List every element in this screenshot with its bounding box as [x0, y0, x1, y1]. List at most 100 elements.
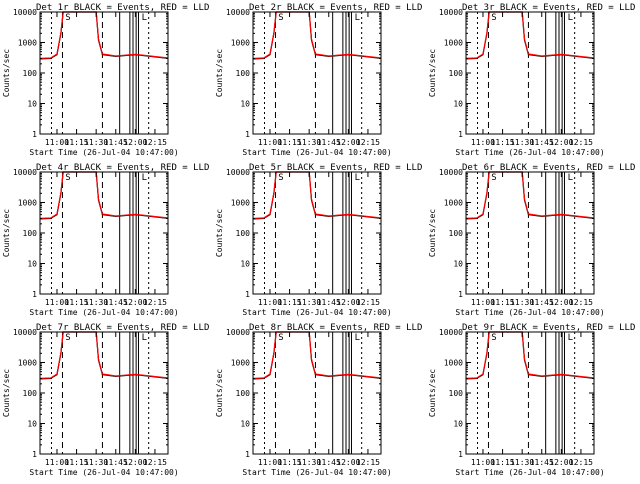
- marker-label: L: [568, 173, 573, 183]
- y-tick-label: 10000: [439, 8, 463, 17]
- x-tick-label: 11:00: [471, 298, 495, 307]
- x-tick-label: 11:15: [491, 458, 515, 467]
- x-axis-label: Start Time (26-Jul-04 10:47:00): [242, 468, 391, 477]
- panel-title: Det 6r BLACK = Events, RED = LLD: [462, 163, 635, 173]
- x-axis-label: Start Time (26-Jul-04 10:47:00): [455, 468, 604, 477]
- panel-3: S L10000100010010111:0011:1511:3011:4512:…: [428, 3, 635, 157]
- events-line: [252, 11, 382, 60]
- marker-label: S: [278, 333, 283, 343]
- y-tick-label: 10: [240, 260, 250, 269]
- y-tick-label: 1000: [444, 39, 463, 48]
- marker-label: L: [568, 333, 573, 343]
- y-tick-label: 10: [240, 420, 250, 429]
- x-tick-label: 12:15: [143, 138, 167, 147]
- y-tick-label: 100: [23, 69, 38, 78]
- x-tick-label: 11:30: [510, 138, 534, 147]
- y-axis-label: Counts/sec: [2, 49, 11, 97]
- x-tick-label: 12:15: [356, 298, 380, 307]
- x-tick-label: 11:15: [491, 298, 515, 307]
- panel-title: Det 8r BLACK = Events, RED = LLD: [249, 323, 422, 333]
- x-tick-label: 11:00: [45, 138, 69, 147]
- y-tick-label: 10000: [226, 8, 250, 17]
- y-tick-label: 10: [27, 100, 37, 109]
- x-tick-label: 11:45: [317, 458, 341, 467]
- y-tick-label: 1000: [444, 359, 463, 368]
- x-tick-label: 11:45: [104, 138, 128, 147]
- y-tick-label: 1000: [18, 199, 37, 208]
- x-tick-label: 12:15: [143, 458, 167, 467]
- x-tick-label: 11:30: [510, 298, 534, 307]
- y-axis-label: Counts/sec: [2, 369, 11, 417]
- marker-label: S: [491, 333, 496, 343]
- y-tick-label: 1000: [444, 199, 463, 208]
- x-tick-label: 12:00: [549, 298, 573, 307]
- y-tick-label: 10000: [13, 168, 37, 177]
- panel-title: Det 3r BLACK = Events, RED = LLD: [462, 3, 635, 13]
- y-axis-label: Counts/sec: [215, 49, 224, 97]
- x-tick-label: 11:45: [317, 298, 341, 307]
- marker-label: L: [142, 13, 147, 23]
- y-tick-label: 10000: [13, 8, 37, 17]
- x-tick-label: 12:15: [356, 458, 380, 467]
- y-tick-label: 100: [236, 229, 251, 238]
- y-tick-label: 1000: [231, 199, 250, 208]
- marker-label: L: [355, 13, 360, 23]
- x-tick-label: 12:00: [123, 458, 147, 467]
- x-tick-label: 11:45: [104, 298, 128, 307]
- events-line: [252, 171, 382, 220]
- x-tick-label: 12:15: [356, 138, 380, 147]
- x-tick-label: 11:30: [297, 138, 321, 147]
- x-tick-label: 11:45: [104, 458, 128, 467]
- x-tick-label: 12:00: [549, 458, 573, 467]
- y-tick-label: 1: [245, 290, 250, 299]
- panel-2: S L10000100010010111:0011:1511:3011:4512:…: [215, 3, 422, 157]
- x-axis-label: Start Time (26-Jul-04 10:47:00): [455, 308, 604, 317]
- x-tick-label: 11:15: [65, 138, 89, 147]
- events-line: [252, 331, 382, 380]
- y-tick-label: 1000: [231, 39, 250, 48]
- x-tick-label: 11:15: [65, 458, 89, 467]
- x-tick-label: 11:45: [317, 138, 341, 147]
- marker-label: S: [278, 173, 283, 183]
- panel-title: Det 4r BLACK = Events, RED = LLD: [36, 163, 209, 173]
- x-tick-label: 12:15: [143, 298, 167, 307]
- panel-4: S L10000100010010111:0011:1511:3011:4512:…: [2, 163, 209, 317]
- y-tick-label: 10000: [439, 328, 463, 337]
- x-axis-label: Start Time (26-Jul-04 10:47:00): [29, 148, 178, 157]
- x-tick-label: 11:15: [278, 458, 302, 467]
- marker-label: S: [65, 333, 70, 343]
- x-tick-label: 12:00: [336, 298, 360, 307]
- y-axis-label: Counts/sec: [215, 369, 224, 417]
- y-tick-label: 1: [458, 290, 463, 299]
- y-tick-label: 1000: [18, 359, 37, 368]
- y-tick-label: 1: [32, 130, 37, 139]
- x-tick-label: 11:00: [258, 138, 282, 147]
- events-line: [465, 331, 595, 380]
- panel-5: S L10000100010010111:0011:1511:3011:4512:…: [215, 163, 422, 317]
- x-axis-label: Start Time (26-Jul-04 10:47:00): [29, 308, 178, 317]
- x-tick-label: 12:15: [569, 298, 593, 307]
- x-tick-label: 11:00: [45, 458, 69, 467]
- panel-9: S L10000100010010111:0011:1511:3011:4512:…: [428, 323, 635, 477]
- panel-title: Det 9r BLACK = Events, RED = LLD: [462, 323, 635, 333]
- panel-6: S L10000100010010111:0011:1511:3011:4512:…: [428, 163, 635, 317]
- x-tick-label: 11:30: [510, 458, 534, 467]
- x-tick-label: 11:00: [471, 458, 495, 467]
- y-tick-label: 10: [27, 420, 37, 429]
- x-tick-label: 11:00: [258, 298, 282, 307]
- panel-7: S L10000100010010111:0011:1511:3011:4512:…: [2, 323, 209, 477]
- y-tick-label: 1: [458, 130, 463, 139]
- x-tick-label: 11:30: [84, 458, 108, 467]
- x-tick-label: 11:30: [84, 298, 108, 307]
- x-axis-label: Start Time (26-Jul-04 10:47:00): [242, 148, 391, 157]
- x-tick-label: 12:15: [569, 138, 593, 147]
- y-tick-label: 10000: [13, 328, 37, 337]
- y-tick-label: 10000: [226, 328, 250, 337]
- marker-label: L: [568, 13, 573, 23]
- x-tick-label: 12:00: [123, 298, 147, 307]
- y-tick-label: 1: [32, 450, 37, 459]
- x-tick-label: 11:30: [84, 138, 108, 147]
- y-axis-label: Counts/sec: [428, 209, 437, 257]
- marker-label: S: [491, 173, 496, 183]
- x-tick-label: 12:00: [123, 138, 147, 147]
